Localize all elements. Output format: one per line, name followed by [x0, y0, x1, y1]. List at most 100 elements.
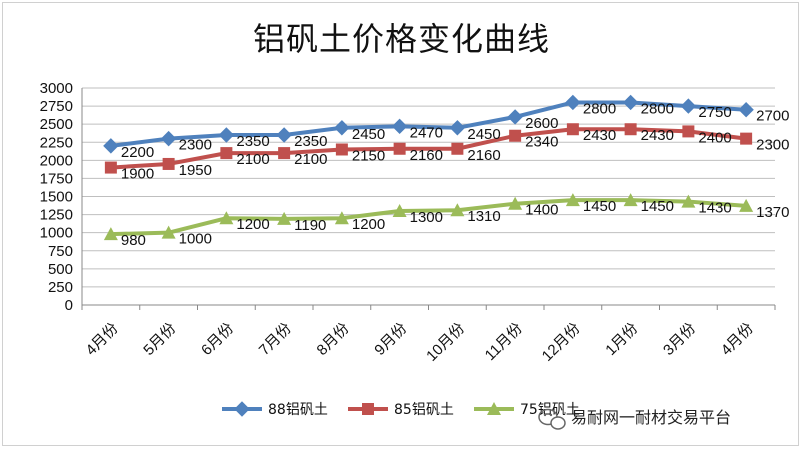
gridlines: [82, 87, 775, 306]
data-label: 2350: [294, 133, 327, 150]
data-label: 1300: [410, 209, 443, 226]
data-label: 2160: [410, 147, 443, 164]
x-tick-label: 11月份: [482, 320, 526, 364]
data-label: 2450: [467, 126, 500, 143]
series-line-0: [110, 100, 747, 148]
series-markers: [103, 94, 754, 241]
data-point: [103, 227, 118, 241]
y-tick-label: 2000: [40, 152, 73, 169]
data-label: 1200: [352, 216, 385, 233]
x-tick-label: 4月份: [718, 320, 757, 359]
data-point: [739, 198, 754, 212]
x-tick-label: 9月份: [371, 320, 410, 359]
series-line-1: [110, 127, 747, 170]
y-tick-label: 1000: [40, 225, 73, 242]
series-lines: [110, 100, 747, 237]
wechat-icon: [538, 408, 566, 430]
data-label: 2450: [352, 126, 385, 143]
x-tick-label: 3月份: [660, 320, 699, 359]
data-point: [393, 142, 406, 155]
data-point: [507, 109, 523, 125]
data-labels: 2200 2300 2350 2350 2450 2470 2450 2600 2800 2800…: [121, 100, 790, 249]
x-tick-labels: 4月份 5月份 6月份 7月份 8月份 9月份 10月份 11月份 12月份 1月份 3月份 4月份: [83, 320, 757, 365]
data-label: 2600: [525, 115, 558, 132]
data-label: 2800: [583, 100, 616, 117]
x-tick-label: 7月份: [256, 320, 295, 359]
data-label: 1400: [525, 202, 558, 219]
y-tick-label: 500: [48, 261, 73, 278]
y-tick-label: 250: [48, 279, 73, 296]
x-tick-label: 8月份: [314, 320, 353, 359]
series-line-2: [110, 198, 747, 237]
data-point: [508, 196, 523, 210]
data-label: 2160: [467, 147, 500, 164]
data-point: [220, 147, 233, 160]
data-point: [219, 211, 234, 225]
data-label: 2470: [410, 124, 443, 141]
data-label: 2350: [236, 133, 269, 150]
y-tick-label: 3000: [40, 80, 73, 97]
data-point: [218, 127, 235, 143]
chart-frame: [2, 2, 799, 446]
data-label: 1000: [179, 231, 212, 248]
y-tick-label: 750: [48, 243, 73, 260]
data-label: 2340: [525, 134, 558, 151]
data-label: 2430: [641, 127, 674, 144]
data-label: 2300: [179, 137, 212, 154]
data-point: [451, 142, 464, 155]
data-label: 1950: [179, 162, 212, 179]
data-label: 1900: [121, 166, 154, 183]
data-label: 2300: [756, 137, 789, 154]
chart-title: 铝矾土价格变化曲线: [252, 20, 550, 58]
y-tick-label: 2500: [40, 116, 73, 133]
data-point: [680, 98, 697, 114]
data-point: [566, 123, 579, 136]
data-point: [624, 123, 637, 136]
x-tick-label: 10月份: [423, 320, 468, 365]
data-label: 2750: [698, 104, 731, 121]
legend-marker: [487, 402, 501, 415]
data-point: [334, 211, 349, 225]
data-point: [623, 193, 638, 207]
x-tick-label: 5月份: [140, 320, 179, 359]
data-point: [622, 94, 639, 111]
data-point: [682, 125, 695, 138]
data-label: 1190: [294, 217, 326, 234]
data-label: 1200: [236, 216, 269, 233]
data-label: 2700: [756, 108, 789, 125]
data-point: [450, 203, 465, 217]
data-point: [278, 147, 291, 160]
y-tick-label: 1500: [40, 189, 73, 206]
watermark-text: 易耐网一耐材交易平台: [571, 408, 731, 427]
data-point: [391, 118, 408, 135]
data-point: [449, 120, 466, 136]
legend: 88铝矾土 85铝矾土 75铝矾土: [222, 401, 580, 418]
y-tick-label: 2250: [40, 134, 73, 151]
x-tick-label: 6月份: [198, 320, 237, 359]
data-label: 1430: [698, 200, 731, 217]
x-tick-label: 1月份: [602, 320, 641, 359]
x-tick-label: 4月份: [83, 320, 122, 359]
data-point: [162, 157, 175, 170]
y-tick-label: 1250: [40, 207, 73, 224]
legend-label: 85铝矾土: [394, 402, 454, 418]
data-point: [740, 132, 753, 145]
data-label: 2100: [294, 151, 327, 168]
data-point: [160, 130, 177, 147]
data-label: 2150: [352, 147, 385, 164]
data-label: 1370: [756, 204, 789, 221]
data-label: 2800: [641, 100, 674, 117]
data-point: [276, 127, 292, 143]
data-point: [161, 225, 176, 239]
data-label: 2200: [121, 144, 154, 161]
watermark: 易耐网一耐材交易平台: [538, 408, 731, 430]
data-point: [334, 120, 350, 136]
data-point: [103, 138, 119, 154]
y-tick-label: 2750: [40, 98, 73, 115]
data-label: 1450: [583, 198, 616, 215]
data-label: 2430: [583, 127, 616, 144]
legend-label: 88铝矾土: [268, 402, 328, 418]
data-point: [681, 194, 696, 208]
